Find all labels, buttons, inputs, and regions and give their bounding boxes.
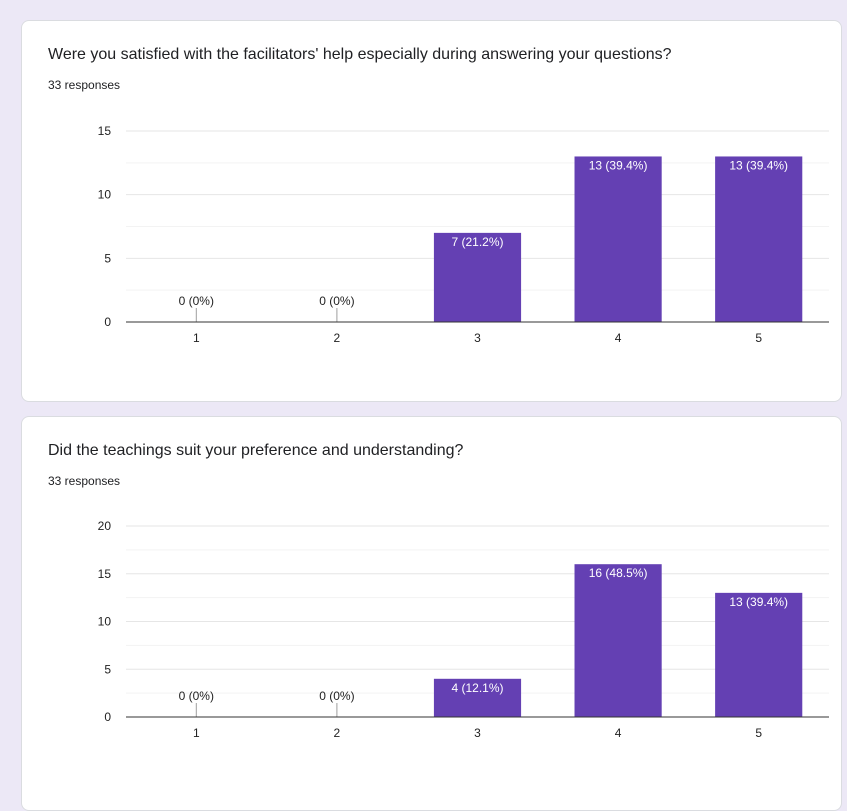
bar-data-label: 13 (39.4%) (729, 158, 788, 172)
bar (433, 678, 522, 717)
bar-data-label: 0 (0%) (319, 294, 354, 308)
x-tick-label: 2 (334, 726, 341, 740)
y-tick-label: 5 (104, 251, 111, 265)
bar-data-label: 0 (0%) (319, 689, 354, 703)
y-tick-label: 15 (98, 567, 112, 581)
bar-data-label: 7 (21.2%) (451, 235, 503, 249)
x-tick-label: 1 (193, 331, 200, 345)
y-tick-label: 15 (98, 124, 112, 138)
y-tick-label: 10 (98, 188, 112, 202)
bar (574, 156, 662, 322)
x-tick-label: 4 (615, 331, 622, 345)
y-tick-label: 5 (104, 662, 111, 676)
bar-chart-teachings: 0 5 10 15 20 0 (0%) 1 0 (0%) 2 4 (12.1%) 3 16 (48.5… (98, 519, 829, 740)
x-tick-label: 2 (334, 331, 341, 345)
bar (574, 564, 662, 717)
x-tick-label: 5 (755, 726, 762, 740)
y-tick-label: 0 (104, 710, 111, 724)
bar-chart-satisfaction: 0 5 10 15 0 (0%) 1 0 (0%) 2 7 (21.2%) 3 13 (39.4%)… (98, 124, 829, 345)
question-card-satisfaction: Were you satisfied with the facilitators… (21, 20, 842, 402)
bar-data-label: 13 (39.4%) (589, 158, 648, 172)
x-tick-label: 5 (755, 331, 762, 345)
bar (715, 592, 803, 717)
response-count: 33 responses (48, 78, 121, 92)
bar-data-label: 4 (12.1%) (451, 681, 503, 695)
x-tick-label: 3 (474, 331, 481, 345)
question-title: Did the teachings suit your preference a… (48, 442, 464, 459)
y-tick-label: 10 (98, 615, 112, 629)
x-tick-label: 1 (193, 726, 200, 740)
bar-data-label: 16 (48.5%) (589, 566, 648, 580)
x-tick-label: 3 (474, 726, 481, 740)
bar (715, 156, 803, 322)
bar-data-label: 0 (0%) (179, 689, 214, 703)
question-title: Were you satisfied with the facilitators… (48, 46, 672, 63)
y-tick-label: 0 (104, 315, 111, 329)
x-tick-label: 4 (615, 726, 622, 740)
bar-data-label: 0 (0%) (179, 294, 214, 308)
bar (433, 232, 522, 322)
y-tick-label: 20 (98, 519, 112, 533)
bar-data-label: 13 (39.4%) (729, 595, 788, 609)
response-count: 33 responses (48, 474, 121, 488)
question-card-teachings: Did the teachings suit your preference a… (21, 416, 842, 811)
